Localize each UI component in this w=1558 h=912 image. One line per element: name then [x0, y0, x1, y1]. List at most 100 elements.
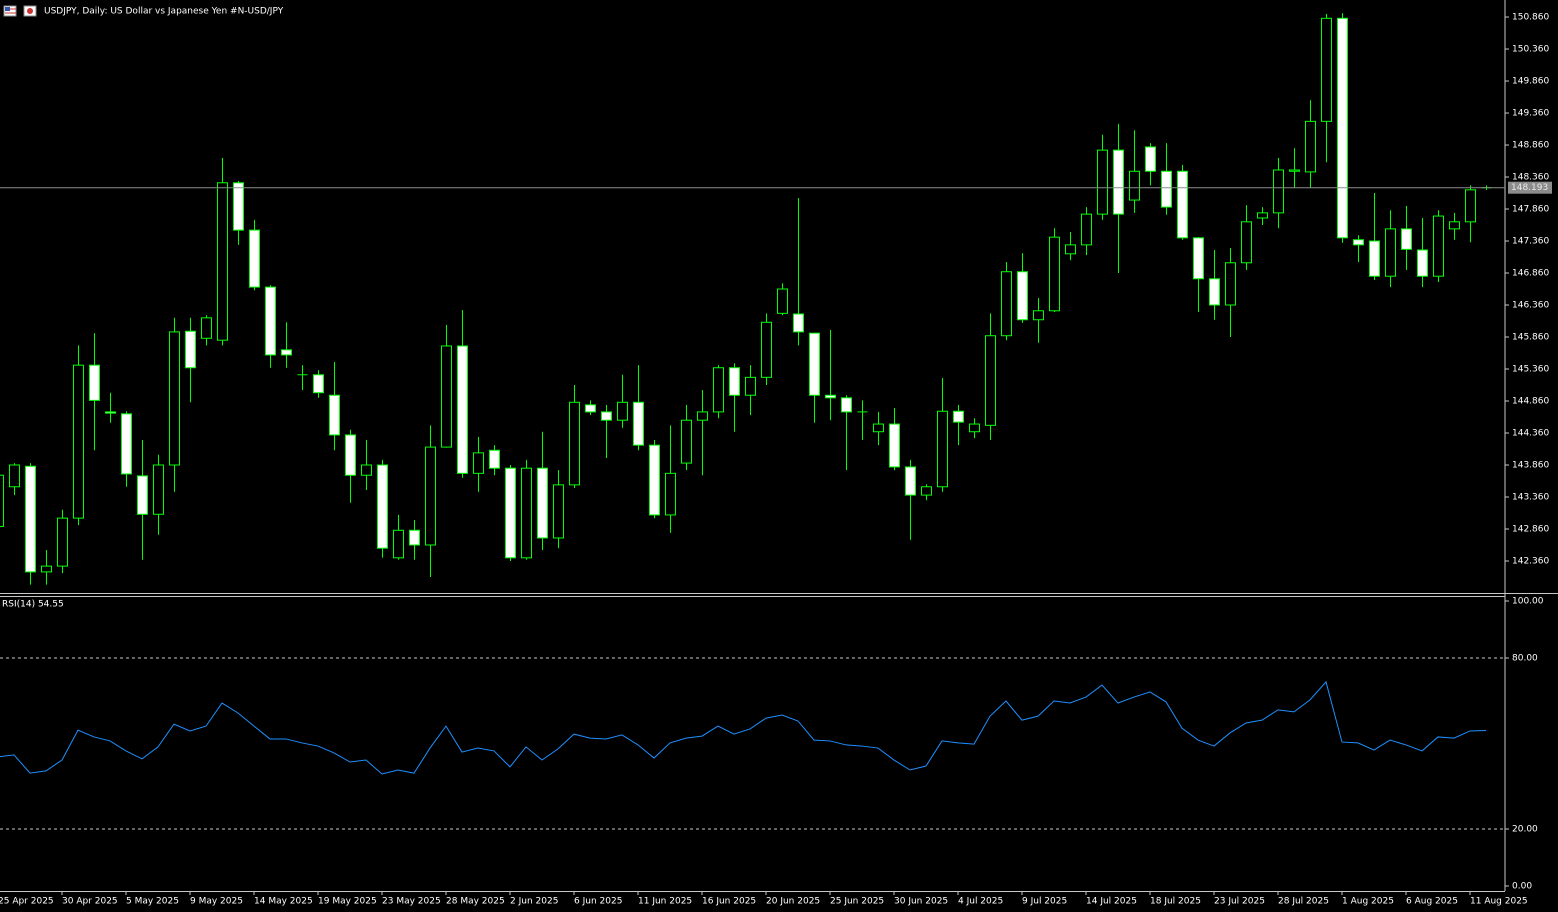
y-tick-label: 150.360 [1512, 45, 1549, 55]
x-tick-label: 18 Jul 2025 [1150, 897, 1201, 907]
x-tick-label: 11 Aug 2025 [1470, 897, 1528, 907]
y-tick-label: 143.860 [1512, 461, 1549, 471]
candle-body [25, 465, 36, 573]
candle-body [505, 467, 516, 559]
candle-body [937, 410, 948, 488]
candle-body [9, 464, 20, 488]
y-tick-label: 142.860 [1512, 525, 1549, 535]
candle-body [1305, 120, 1316, 173]
flag-icon-part [27, 8, 33, 14]
x-tick-label: 30 Apr 2025 [62, 897, 118, 907]
candle-body [473, 452, 484, 474]
candle-body [553, 484, 564, 539]
candle-body [617, 401, 628, 421]
y-tick-label: 145.860 [1512, 333, 1549, 343]
y-tick-label: 147.860 [1512, 205, 1549, 215]
chart-title: USDJPY, Daily: US Dollar vs Japanese Yen… [44, 7, 284, 17]
x-tick-label: 28 Jul 2025 [1278, 897, 1329, 907]
x-tick-label: 20 Jun 2025 [766, 897, 820, 907]
candle-body [665, 472, 676, 516]
x-tick-label: 9 Jul 2025 [1022, 897, 1067, 907]
candle-body [1001, 271, 1012, 337]
candle-body [57, 517, 68, 567]
x-tick-label: 25 Jun 2025 [830, 897, 884, 907]
candle-body [89, 364, 100, 401]
candle-body [1113, 149, 1124, 215]
candle-body [921, 486, 932, 496]
candle-body [329, 394, 340, 436]
candle-body [201, 317, 212, 339]
candle-body [521, 467, 532, 559]
candle-body [1401, 228, 1412, 250]
candle-body [217, 182, 228, 341]
y-tick-label: 149.360 [1512, 109, 1549, 119]
candle-body [393, 529, 404, 559]
candle-body [1289, 169, 1300, 172]
candle-body [169, 331, 180, 466]
candle-body [1353, 239, 1364, 246]
candle-body [1369, 240, 1380, 277]
indicator-title: RSI(14) 54.55 [2, 600, 64, 610]
candle-body [1241, 221, 1252, 264]
candle-body [713, 367, 724, 413]
candle-body [281, 349, 292, 356]
y-tick-label: 145.360 [1512, 365, 1549, 375]
x-tick-label: 9 May 2025 [190, 897, 243, 907]
candle-body [153, 464, 164, 515]
candle-body [985, 335, 996, 426]
candle-body [697, 411, 708, 421]
y-tick-label: 142.360 [1512, 557, 1549, 567]
candle-body [537, 467, 548, 539]
candle-body [1097, 149, 1108, 215]
y-tick-label: 100.00 [1512, 597, 1544, 607]
x-tick-label: 11 Jun 2025 [638, 897, 692, 907]
candle-body [953, 410, 964, 423]
flag-icon-part [5, 7, 10, 11]
y-tick-label: 144.360 [1512, 429, 1549, 439]
y-tick-label: 80.00 [1512, 654, 1538, 664]
candle-body [825, 394, 836, 399]
candle-body [1337, 17, 1348, 239]
candle-body [1145, 146, 1156, 172]
candle-body [441, 345, 452, 448]
candle-body [1417, 249, 1428, 277]
candle-body [809, 332, 820, 396]
candle-body [681, 419, 692, 464]
candle-body [361, 464, 372, 476]
candle-body [249, 229, 260, 288]
candle-body [265, 286, 276, 356]
candle-body [889, 423, 900, 468]
candle-body [1177, 170, 1188, 239]
candle-body [649, 444, 660, 516]
candle-body [601, 411, 612, 421]
candles [0, 13, 1492, 585]
x-tick-label: 16 Jun 2025 [702, 897, 756, 907]
candle-body [633, 401, 644, 446]
candle-body [73, 364, 84, 519]
y-tick-label: 148.360 [1512, 173, 1549, 183]
candle-body [777, 288, 788, 314]
candle-body [745, 376, 756, 396]
y-tick-label: 149.860 [1512, 77, 1549, 87]
candle-body [137, 475, 148, 515]
candle-body [377, 464, 388, 549]
y-tick-label: 144.860 [1512, 397, 1549, 407]
candle-body [409, 529, 420, 546]
y-tick-label: 20.00 [1512, 825, 1538, 835]
y-tick-label: 148.860 [1512, 141, 1549, 151]
candle-body [793, 313, 804, 333]
candle-body [121, 413, 132, 475]
candle-body [1225, 262, 1236, 306]
candle-body [313, 374, 324, 394]
x-tick-label: 14 May 2025 [254, 897, 313, 907]
y-tick-label: 147.360 [1512, 237, 1549, 247]
candle-body [425, 446, 436, 546]
candle-body [569, 401, 580, 486]
candle-body [841, 397, 852, 413]
x-tick-label: 4 Jul 2025 [958, 897, 1003, 907]
candle-body [345, 434, 356, 476]
candle-body [585, 404, 596, 413]
